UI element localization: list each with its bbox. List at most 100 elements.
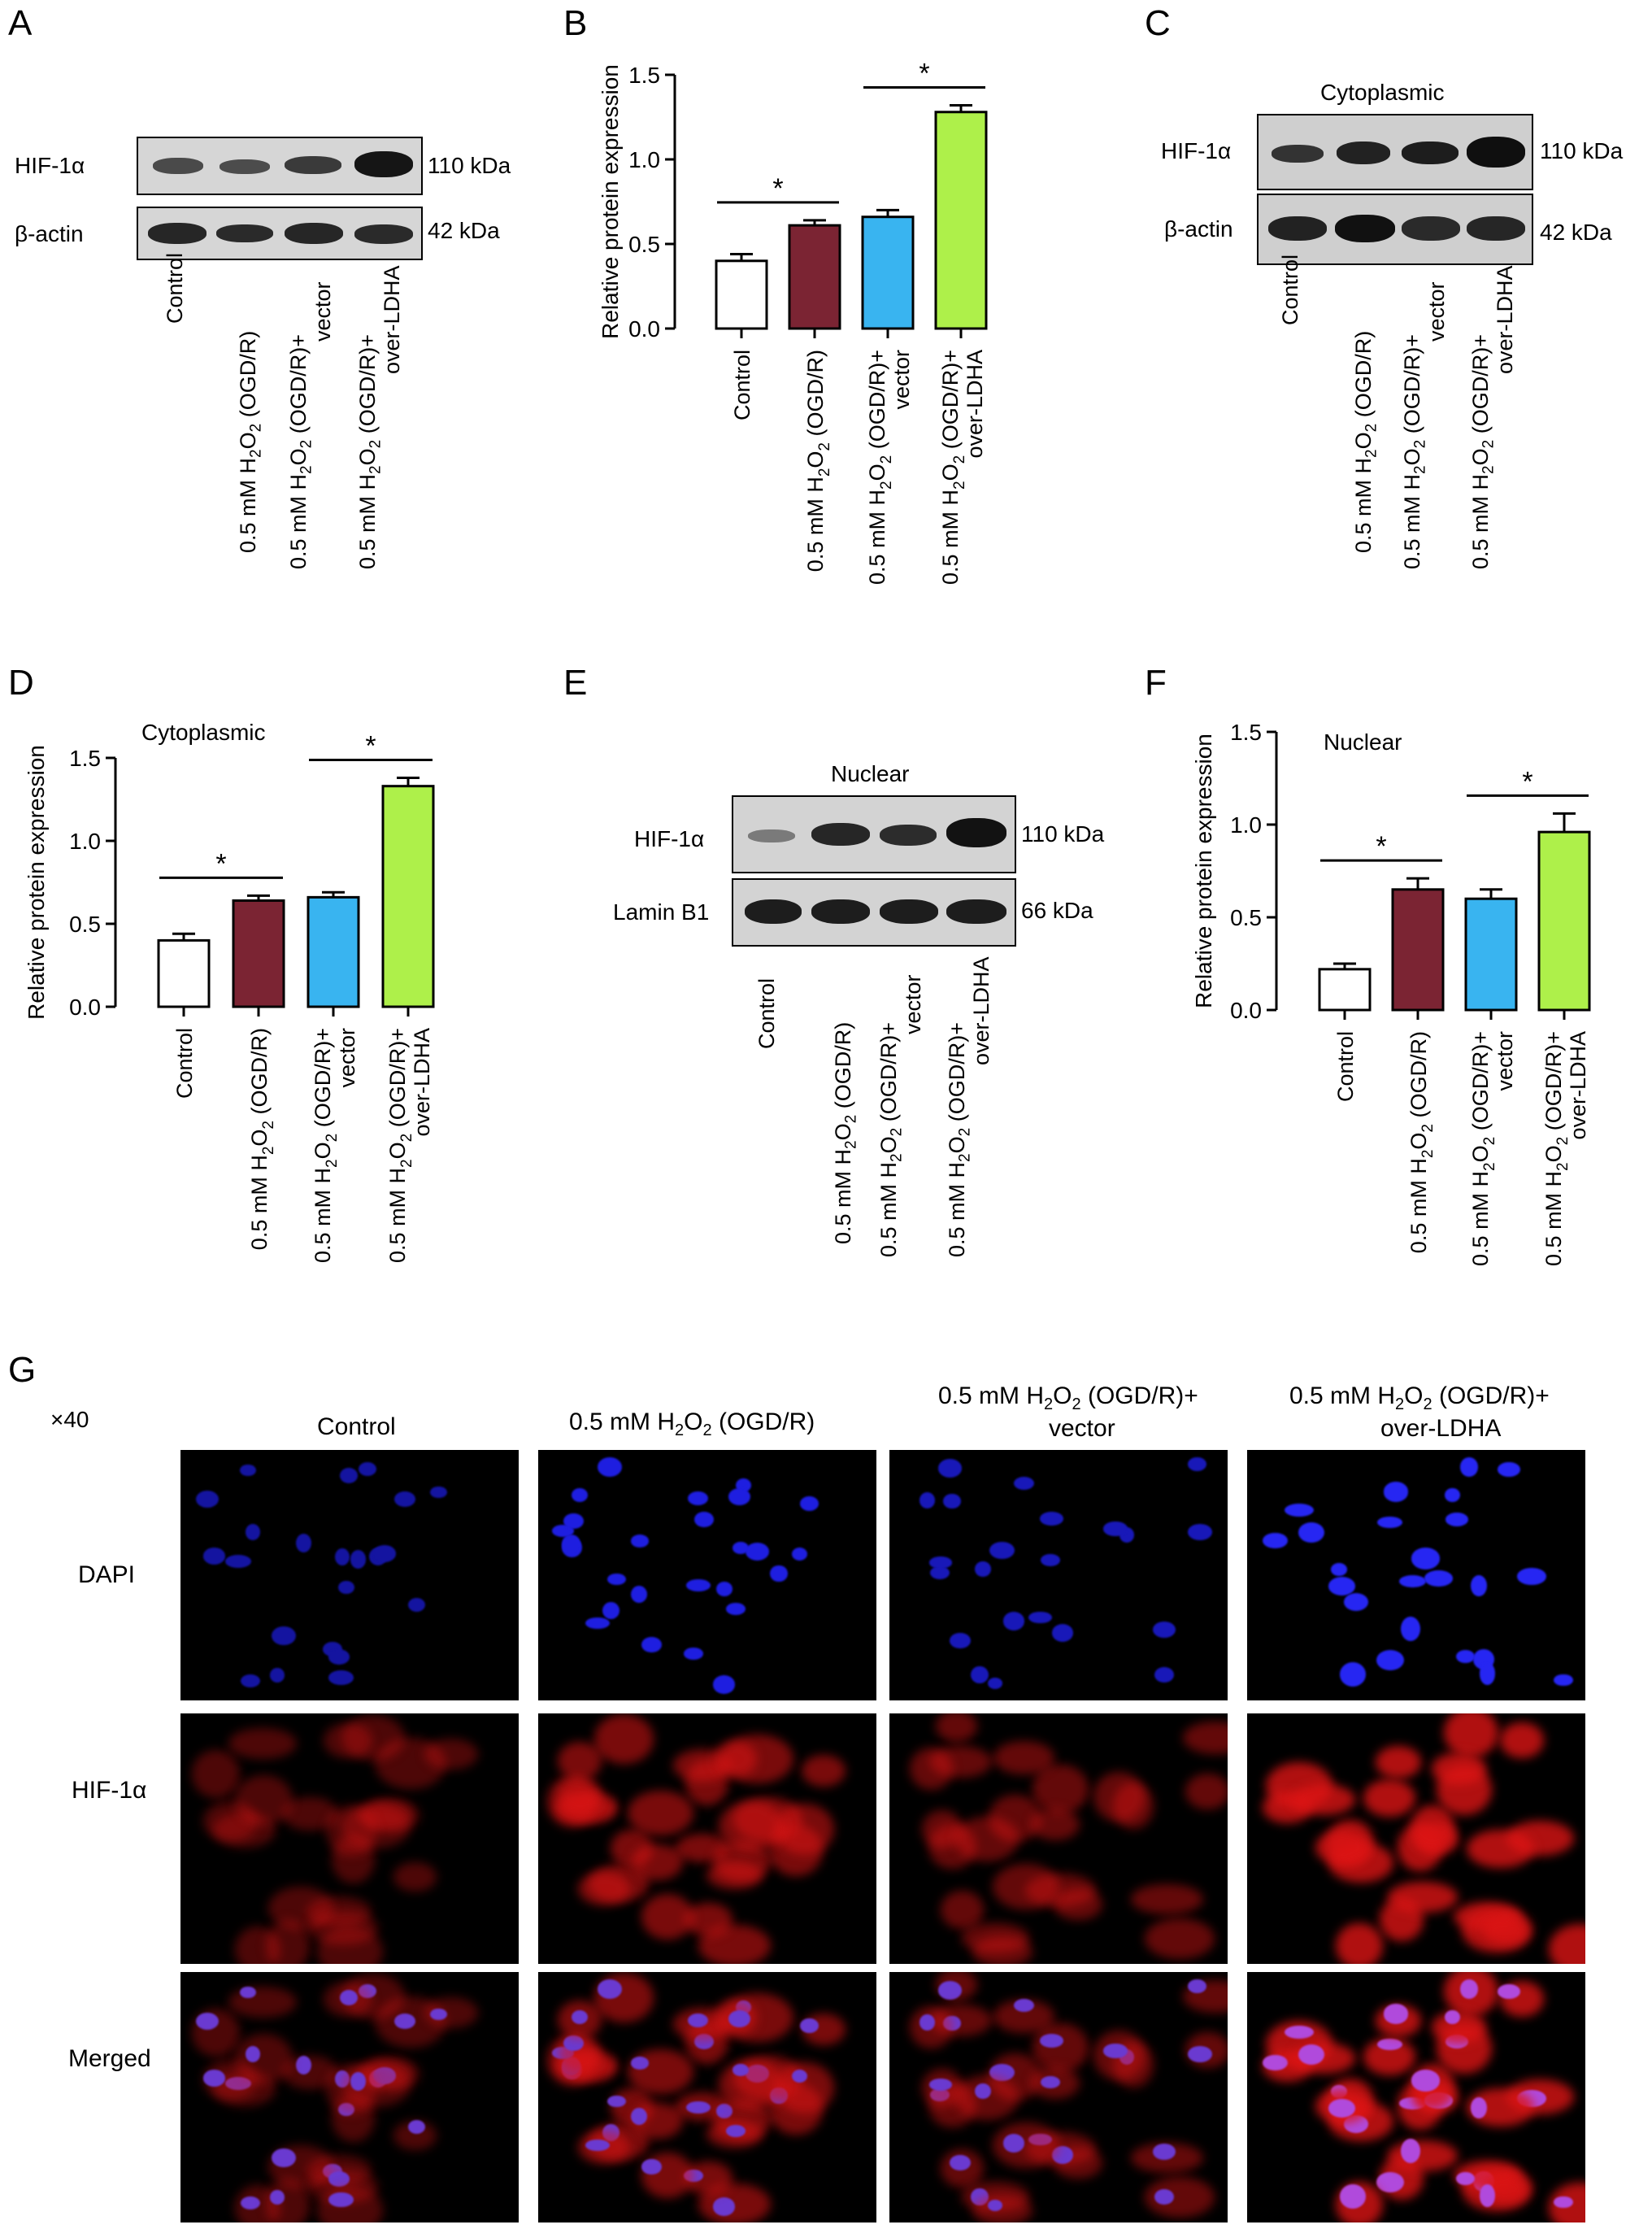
nucleus (989, 1542, 1015, 1559)
nucleus (246, 2045, 261, 2062)
nucleus (1103, 1522, 1128, 1536)
nucleus (1554, 2196, 1574, 2209)
band (811, 823, 870, 846)
hif1a-image (889, 1713, 1228, 1964)
nucleus (358, 1461, 377, 1477)
hif1a-image (180, 1713, 519, 1964)
y-tick-label: 1.0 (628, 147, 660, 172)
cytoplasm-stain (1182, 1722, 1228, 1755)
nucleus (393, 2013, 415, 2029)
nucleus (725, 2124, 746, 2137)
y-axis-label: Relative protein expression (598, 64, 623, 339)
nucleus (563, 2035, 585, 2052)
hif1a-image (1247, 1713, 1585, 1964)
cytoplasm-stain (234, 1775, 293, 1826)
nucleus (630, 2056, 650, 2070)
chart-title: Cytoplasmic (141, 720, 265, 745)
nucleus (241, 1674, 261, 1688)
nucleus (949, 2154, 971, 2171)
cytoplasm-stain (1032, 1765, 1089, 1814)
blot-e-xlabel-1: Control (754, 977, 779, 1049)
blot-e-size-2: 66 kDa (1021, 898, 1093, 923)
nucleus (1051, 2146, 1074, 2165)
magnification-label: ×40 (50, 1407, 89, 1432)
chart-title: Nuclear (1324, 729, 1402, 755)
cytoplasm-stain (940, 1890, 985, 1930)
nucleus (562, 1534, 580, 1554)
bar (1464, 897, 1518, 1012)
cytoplasm-stain (331, 2092, 375, 2142)
bar (861, 215, 915, 330)
blot-a-xlabel-4b: over-LDHA (380, 265, 404, 374)
blot-a-xlabel-3: 0.5 mM H2O2 (OGD/R)+ (286, 334, 315, 569)
panel-label-e: E (563, 663, 588, 703)
nucleus (1446, 1513, 1468, 1526)
nucleus (971, 1666, 989, 1684)
nucleus (1285, 1503, 1314, 1517)
nucleus (770, 1565, 788, 1583)
nucleus (1376, 1516, 1402, 1528)
band (748, 829, 795, 842)
nucleus (271, 2148, 296, 2168)
nucleus (1444, 2009, 1460, 2025)
nucleus (728, 1487, 751, 1506)
nucleus (334, 1548, 350, 1566)
nucleus (1470, 1574, 1488, 1597)
nucleus (240, 1987, 256, 1999)
blot-a-size-1: 110 kDa (428, 153, 511, 178)
merged-image (1247, 1972, 1585, 2222)
cytoplasm-stain (1054, 1887, 1102, 1920)
blot-c-size-2: 42 kDa (1540, 220, 1612, 245)
nucleus (328, 2192, 354, 2208)
nucleus (685, 2101, 711, 2114)
blot-c-protein-2: β-actin (1164, 216, 1233, 242)
blot-e-xlabel-4b: over-LDHA (969, 956, 993, 1065)
nucleus (1376, 1649, 1405, 1671)
cytoplasm-stain (719, 1800, 785, 1852)
cytoplasm-stain (374, 1738, 446, 1790)
nucleus (971, 2188, 989, 2206)
cytoplasm-stain (281, 1796, 338, 1831)
nucleus (1479, 2184, 1495, 2207)
y-tick-label: 0.5 (1230, 905, 1262, 930)
cytoplasm-stain (1482, 1917, 1528, 1945)
cytoplasm-stain (1130, 1884, 1204, 1915)
bar (715, 259, 768, 330)
nucleus (987, 1677, 1002, 1689)
nucleus (1187, 2045, 1213, 2063)
nucleus (685, 1578, 711, 1591)
nucleus (271, 1626, 296, 1646)
nucleus (1383, 1482, 1409, 1502)
cytoplasm-stain (632, 1844, 684, 1881)
g-row-label-dapi: DAPI (78, 1561, 136, 1588)
nucleus (270, 1668, 285, 1683)
nucleus (919, 1491, 935, 1508)
y-tick-label: 0.0 (69, 995, 101, 1020)
nucleus (597, 1456, 622, 1477)
g-col-header-3b: vector (1049, 1415, 1115, 1442)
cytoplasm-stain (594, 1713, 654, 1765)
cytoplasm-stain (228, 1986, 298, 2018)
nucleus (407, 1597, 426, 1613)
blot-a-protein-1: HIF-1α (15, 153, 85, 178)
nucleus (607, 2095, 626, 2107)
cytoplasm-stain (228, 1727, 298, 1759)
cytoplasm-stain (1185, 1773, 1228, 1809)
nucleus (1328, 2098, 1356, 2118)
band (880, 825, 937, 846)
nucleus (372, 1545, 397, 1562)
cytoplasm-stain (993, 1740, 1055, 1775)
blot-a-protein-2: β-actin (15, 221, 84, 246)
cytoplasm-stain (1112, 1782, 1154, 1830)
nucleus (989, 2064, 1015, 2081)
nucleus (1039, 2034, 1063, 2048)
blot-c-title: Cytoplasmic (1320, 80, 1445, 105)
panel-label-f: F (1145, 663, 1167, 703)
cytoplasm-stain (1031, 1808, 1080, 1840)
y-axis-label: Relative protein expression (1191, 734, 1216, 1008)
hif1a-image (538, 1713, 876, 1964)
x-tick-label: 0.5 mM H2O2 (OGD/R)+ (938, 350, 968, 585)
cytoplasm-stain (1549, 1924, 1585, 1964)
nucleus (196, 2013, 220, 2030)
nucleus (563, 1513, 585, 1530)
